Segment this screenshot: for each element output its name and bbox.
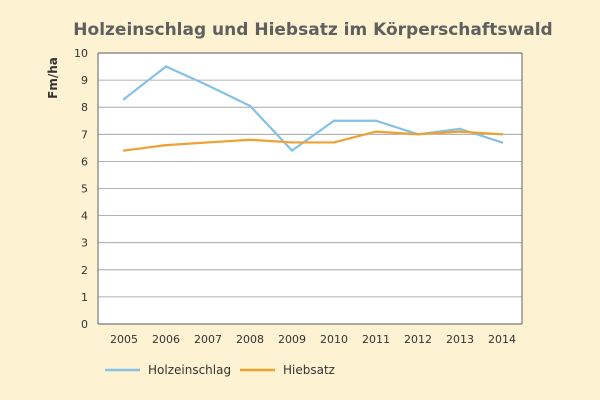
data-point-holzeinschlag — [122, 97, 126, 101]
data-point-hiebsatz — [122, 149, 126, 152]
series-line-hiebsatz — [122, 130, 504, 152]
data-point-hiebsatz — [290, 141, 294, 144]
x-tick-label: 2011 — [362, 333, 390, 346]
data-point-holzeinschlag — [332, 119, 336, 122]
data-point-hiebsatz — [458, 130, 462, 133]
y-axis-label: Fm/ha — [46, 57, 60, 99]
data-point-hiebsatz — [248, 138, 252, 141]
data-point-holzeinschlag — [290, 149, 294, 152]
legend: Holzeinschlag Hiebsatz — [105, 363, 335, 377]
y-axis-ticks: 0 1 2 3 4 5 6 7 8 9 10 — [74, 47, 88, 331]
y-tick-label: 2 — [81, 264, 88, 277]
x-tick-label: 2005 — [110, 333, 138, 346]
y-tick-label: 1 — [81, 291, 88, 304]
x-tick-label: 2007 — [194, 333, 222, 346]
series-lines — [122, 65, 504, 152]
x-tick-label: 2010 — [320, 333, 348, 346]
x-tick-label: 2006 — [152, 333, 180, 346]
y-tick-label: 9 — [81, 74, 88, 87]
x-axis-ticks: 2005 2006 2007 2008 2009 2010 2011 2012 2013 2014 — [110, 333, 516, 346]
data-point-holzeinschlag — [248, 104, 252, 108]
data-point-holzeinschlag — [500, 141, 504, 144]
data-point-holzeinschlag — [206, 84, 210, 87]
data-point-hiebsatz — [500, 133, 504, 136]
y-tick-label: 10 — [74, 47, 88, 60]
y-tick-label: 7 — [81, 128, 88, 141]
gridlines — [97, 52, 523, 325]
series-line-holzeinschlag — [122, 65, 504, 152]
x-tick-label: 2009 — [278, 333, 306, 346]
x-tick-label: 2013 — [446, 333, 474, 346]
data-point-hiebsatz — [374, 130, 378, 133]
chart-title: Holzeinschlag und Hiebsatz im Körperscha… — [73, 20, 552, 40]
x-tick-label: 2008 — [236, 333, 264, 346]
y-tick-label: 5 — [81, 183, 88, 196]
data-point-hiebsatz — [416, 133, 420, 136]
y-tick-label: 4 — [81, 210, 88, 223]
data-point-hiebsatz — [164, 143, 168, 147]
legend-label-hiebsatz: Hiebsatz — [283, 363, 335, 377]
data-point-holzeinschlag — [458, 127, 462, 131]
y-tick-label: 0 — [81, 318, 88, 331]
y-tick-label: 8 — [81, 101, 88, 114]
x-tick-label: 2014 — [488, 333, 516, 346]
x-tick-label: 2012 — [404, 333, 432, 346]
data-point-hiebsatz — [332, 141, 336, 144]
y-tick-label: 3 — [81, 237, 88, 250]
data-point-holzeinschlag — [374, 119, 378, 122]
data-point-hiebsatz — [206, 141, 210, 144]
legend-label-holzeinschlag: Holzeinschlag — [148, 363, 231, 377]
data-point-holzeinschlag — [164, 65, 168, 68]
y-tick-label: 6 — [81, 155, 88, 168]
